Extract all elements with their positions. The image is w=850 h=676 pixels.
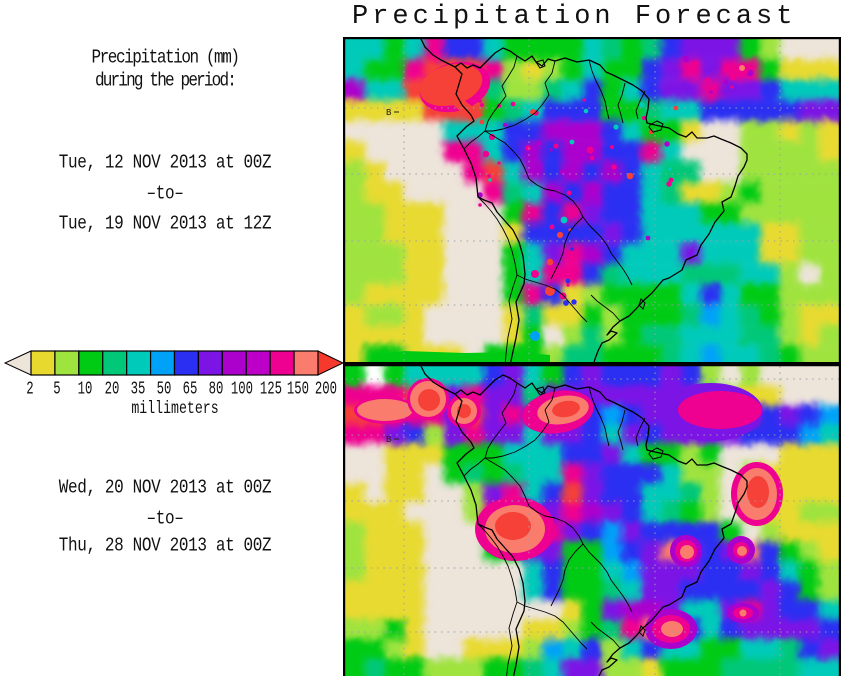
svg-text:B: B [386,108,392,118]
svg-text:B: B [386,435,392,445]
